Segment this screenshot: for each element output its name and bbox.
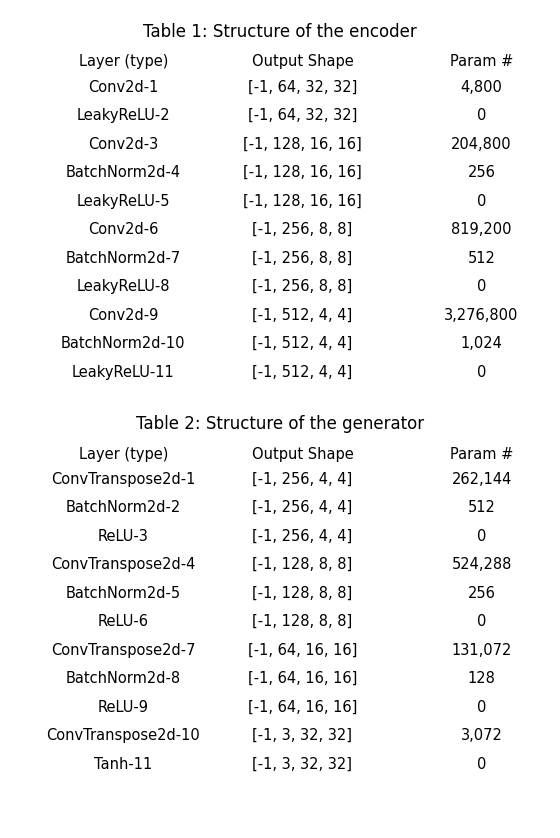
Text: ConvTranspose2d-10: ConvTranspose2d-10 bbox=[46, 728, 200, 743]
Text: LeakyReLU-2: LeakyReLU-2 bbox=[76, 108, 170, 123]
Text: 0: 0 bbox=[477, 108, 486, 123]
Text: 512: 512 bbox=[468, 251, 496, 266]
Text: [-1, 512, 4, 4]: [-1, 512, 4, 4] bbox=[252, 336, 353, 351]
Text: BatchNorm2d-2: BatchNorm2d-2 bbox=[66, 500, 181, 515]
Text: Param #: Param # bbox=[450, 54, 514, 70]
Text: Output Shape: Output Shape bbox=[251, 54, 353, 70]
Text: 0: 0 bbox=[477, 365, 486, 380]
Text: Conv2d-9: Conv2d-9 bbox=[88, 308, 158, 323]
Text: 256: 256 bbox=[468, 165, 496, 180]
Text: [-1, 128, 8, 8]: [-1, 128, 8, 8] bbox=[252, 614, 353, 629]
Text: 0: 0 bbox=[477, 194, 486, 209]
Text: Layer (type): Layer (type) bbox=[78, 447, 168, 462]
Text: [-1, 128, 8, 8]: [-1, 128, 8, 8] bbox=[252, 557, 353, 572]
Text: [-1, 3, 32, 32]: [-1, 3, 32, 32] bbox=[253, 728, 352, 743]
Text: Table 2: Structure of the generator: Table 2: Structure of the generator bbox=[136, 415, 424, 432]
Text: ConvTranspose2d-1: ConvTranspose2d-1 bbox=[51, 472, 195, 487]
Text: LeakyReLU-11: LeakyReLU-11 bbox=[72, 365, 175, 380]
Text: [-1, 128, 16, 16]: [-1, 128, 16, 16] bbox=[243, 194, 362, 209]
Text: 204,800: 204,800 bbox=[451, 137, 512, 152]
Text: 128: 128 bbox=[468, 671, 496, 686]
Text: BatchNorm2d-4: BatchNorm2d-4 bbox=[66, 165, 181, 180]
Text: 131,072: 131,072 bbox=[451, 643, 512, 658]
Text: BatchNorm2d-8: BatchNorm2d-8 bbox=[66, 671, 181, 686]
Text: [-1, 256, 8, 8]: [-1, 256, 8, 8] bbox=[252, 222, 353, 237]
Text: 0: 0 bbox=[477, 529, 486, 544]
Text: BatchNorm2d-7: BatchNorm2d-7 bbox=[66, 251, 181, 266]
Text: 524,288: 524,288 bbox=[451, 557, 512, 572]
Text: [-1, 512, 4, 4]: [-1, 512, 4, 4] bbox=[252, 308, 353, 323]
Text: Param #: Param # bbox=[450, 447, 514, 462]
Text: 0: 0 bbox=[477, 279, 486, 294]
Text: 1,024: 1,024 bbox=[461, 336, 502, 351]
Text: BatchNorm2d-5: BatchNorm2d-5 bbox=[66, 586, 181, 601]
Text: [-1, 64, 16, 16]: [-1, 64, 16, 16] bbox=[248, 671, 357, 686]
Text: 262,144: 262,144 bbox=[451, 472, 512, 487]
Text: [-1, 64, 32, 32]: [-1, 64, 32, 32] bbox=[248, 80, 357, 95]
Text: [-1, 256, 4, 4]: [-1, 256, 4, 4] bbox=[252, 472, 353, 487]
Text: 0: 0 bbox=[477, 757, 486, 772]
Text: Table 1: Structure of the encoder: Table 1: Structure of the encoder bbox=[143, 23, 417, 41]
Text: [-1, 3, 32, 32]: [-1, 3, 32, 32] bbox=[253, 757, 352, 772]
Text: 3,276,800: 3,276,800 bbox=[445, 308, 519, 323]
Text: 3,072: 3,072 bbox=[461, 728, 502, 743]
Text: LeakyReLU-8: LeakyReLU-8 bbox=[77, 279, 170, 294]
Text: 4,800: 4,800 bbox=[461, 80, 502, 95]
Text: ConvTranspose2d-7: ConvTranspose2d-7 bbox=[51, 643, 195, 658]
Text: [-1, 64, 16, 16]: [-1, 64, 16, 16] bbox=[248, 700, 357, 715]
Text: [-1, 512, 4, 4]: [-1, 512, 4, 4] bbox=[252, 365, 353, 380]
Text: Output Shape: Output Shape bbox=[251, 447, 353, 462]
Text: [-1, 64, 16, 16]: [-1, 64, 16, 16] bbox=[248, 643, 357, 658]
Text: [-1, 128, 8, 8]: [-1, 128, 8, 8] bbox=[252, 586, 353, 601]
Text: BatchNorm2d-10: BatchNorm2d-10 bbox=[61, 336, 185, 351]
Text: LeakyReLU-5: LeakyReLU-5 bbox=[77, 194, 170, 209]
Text: Tanh-11: Tanh-11 bbox=[94, 757, 152, 772]
Text: Conv2d-1: Conv2d-1 bbox=[88, 80, 158, 95]
Text: Conv2d-6: Conv2d-6 bbox=[88, 222, 158, 237]
Text: ReLU-3: ReLU-3 bbox=[98, 529, 148, 544]
Text: 512: 512 bbox=[468, 500, 496, 515]
Text: ReLU-6: ReLU-6 bbox=[97, 614, 149, 629]
Text: ConvTranspose2d-4: ConvTranspose2d-4 bbox=[51, 557, 195, 572]
Text: [-1, 128, 16, 16]: [-1, 128, 16, 16] bbox=[243, 137, 362, 152]
Text: Layer (type): Layer (type) bbox=[78, 54, 168, 70]
Text: 256: 256 bbox=[468, 586, 496, 601]
Text: Conv2d-3: Conv2d-3 bbox=[88, 137, 158, 152]
Text: [-1, 128, 16, 16]: [-1, 128, 16, 16] bbox=[243, 165, 362, 180]
Text: [-1, 256, 8, 8]: [-1, 256, 8, 8] bbox=[252, 251, 353, 266]
Text: 0: 0 bbox=[477, 614, 486, 629]
Text: 0: 0 bbox=[477, 700, 486, 715]
Text: [-1, 256, 4, 4]: [-1, 256, 4, 4] bbox=[252, 500, 353, 515]
Text: [-1, 64, 32, 32]: [-1, 64, 32, 32] bbox=[248, 108, 357, 123]
Text: [-1, 256, 8, 8]: [-1, 256, 8, 8] bbox=[252, 279, 353, 294]
Text: 819,200: 819,200 bbox=[451, 222, 512, 237]
Text: [-1, 256, 4, 4]: [-1, 256, 4, 4] bbox=[252, 529, 353, 544]
Text: ReLU-9: ReLU-9 bbox=[97, 700, 149, 715]
